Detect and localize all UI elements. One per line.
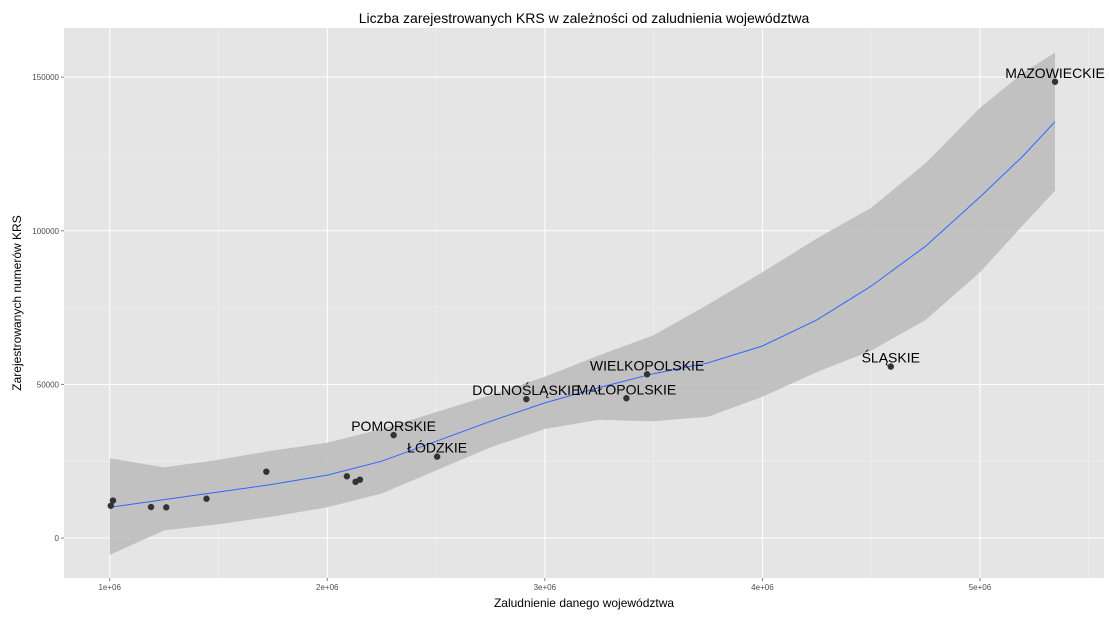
x-tick-label: 4e+06 — [751, 583, 774, 592]
data-point — [1051, 78, 1059, 85]
y-tick-label: 0 — [55, 534, 60, 543]
data-point — [263, 468, 270, 475]
x-axis-title: Zaludnienie danego województwa — [494, 596, 674, 610]
x-tick-label: 2e+06 — [316, 583, 339, 592]
data-point — [433, 453, 441, 460]
y-tick-label: 150000 — [32, 73, 59, 82]
data-point — [343, 473, 351, 480]
x-tick-label: 1e+06 — [98, 583, 121, 592]
confidence-ribbon — [109, 52, 1055, 555]
data-point-label: DOLNOŚLĄSKIE — [472, 381, 580, 398]
data-point — [390, 431, 397, 439]
data-point — [643, 371, 651, 378]
data-point-label: MAZOWIECKIE — [1005, 65, 1105, 81]
data-point — [523, 395, 530, 403]
data-point — [356, 476, 364, 483]
data-point-label: WIELKOPOLSKIE — [590, 357, 704, 373]
data-point — [887, 363, 894, 370]
data-point-label: MAŁOPOLSKIE — [577, 381, 677, 397]
x-tick-label: 3e+06 — [534, 583, 557, 592]
data-point — [623, 395, 630, 402]
x-tick-label: 5e+06 — [969, 583, 992, 592]
data-point-label: ŁÓDZKIE — [407, 440, 467, 456]
data-point — [107, 502, 114, 509]
smooth-trend-line — [109, 121, 1056, 508]
y-axis-ticks: 0 50000 100000 150000 — [32, 73, 64, 543]
y-tick-label: 100000 — [32, 227, 59, 236]
chart-title: Liczba zarejestrowanych KRS w zależności… — [359, 10, 810, 26]
data-point — [163, 504, 170, 511]
data-point — [109, 497, 117, 504]
y-axis-title: Zarejestrowanych numerów KRS — [10, 215, 24, 390]
data-point-label: ŚLĄSKIE — [862, 349, 920, 366]
data-points — [107, 78, 1059, 511]
data-point — [147, 503, 155, 511]
data-point — [203, 495, 210, 502]
y-tick-label: 50000 — [37, 380, 60, 389]
data-point-label: POMORSKIE — [351, 418, 436, 434]
x-axis-ticks: 1e+06 2e+06 3e+06 4e+06 5e+06 — [98, 578, 992, 592]
